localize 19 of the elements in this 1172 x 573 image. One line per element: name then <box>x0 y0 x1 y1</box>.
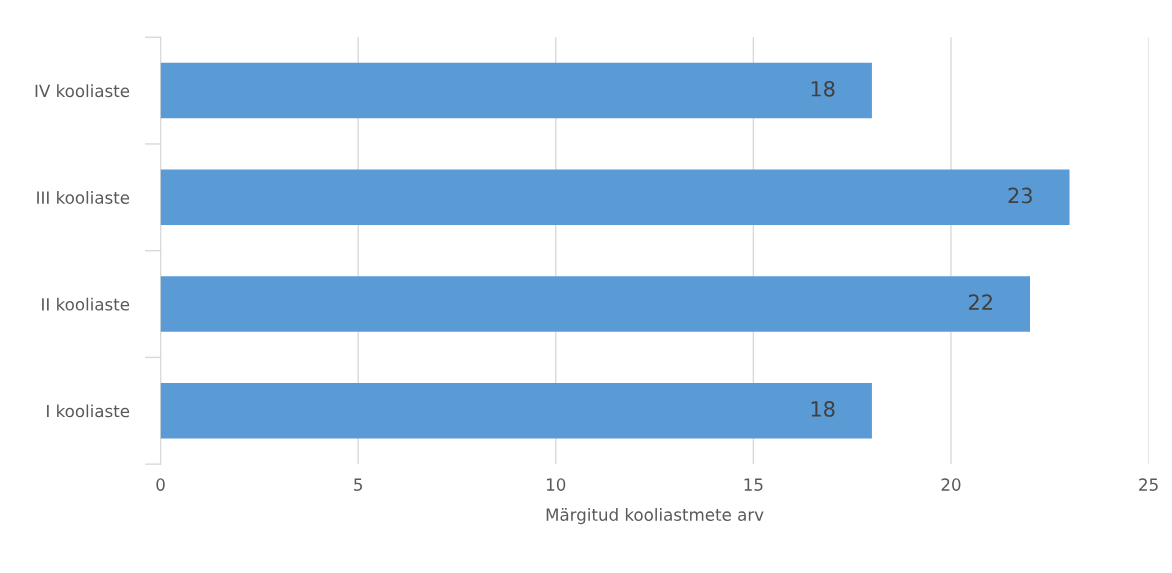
data-label: 18 <box>811 80 835 97</box>
x-tick-label: 25 <box>1139 478 1158 491</box>
data-label: 22 <box>969 294 992 310</box>
data-label: 23 <box>1008 187 1032 204</box>
x-tick-label: 15 <box>744 478 763 491</box>
y-tick-label: I kooliaste <box>47 404 130 418</box>
bar <box>160 62 872 119</box>
bar <box>160 383 872 439</box>
x-tick-label: 5 <box>354 478 363 491</box>
data-label: 18 <box>811 401 835 417</box>
x-axis-title: Märgitud kooliastmete arv <box>546 508 764 525</box>
x-tick-label: 0 <box>156 478 165 491</box>
x-tick-label: 10 <box>546 478 566 491</box>
x-tick-label: 20 <box>941 478 961 491</box>
y-tick-label: III kooliaste <box>37 190 130 204</box>
y-tick-label: IV kooliaste <box>35 84 130 98</box>
y-tick-label: II kooliaste <box>42 297 130 311</box>
bar <box>160 276 1030 332</box>
bar <box>160 169 1070 226</box>
